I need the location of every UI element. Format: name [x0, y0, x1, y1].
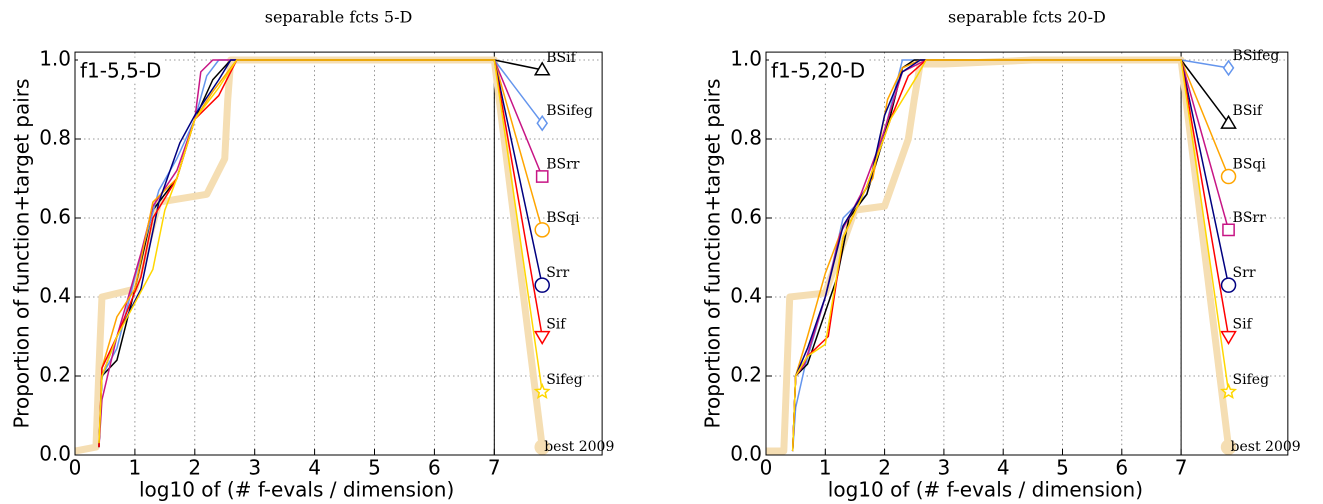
series-label: Sifeg — [1233, 372, 1270, 388]
y-tick-label: 0.2 — [730, 363, 762, 387]
chart-title: separable fcts 5-D — [265, 8, 413, 27]
series-label: BSif — [546, 50, 577, 66]
series-label: BSifeg — [1233, 48, 1280, 64]
series-marker — [533, 330, 551, 345]
x-tick-label: 6 — [428, 456, 441, 480]
series-line — [791, 59, 1230, 452]
series-marker — [534, 439, 550, 455]
x-tick-label: 7 — [488, 456, 501, 480]
y-tick-label: 1.0 — [730, 47, 762, 71]
x-tick-label: 4 — [308, 456, 321, 480]
series-marker — [533, 382, 551, 400]
series-marker — [1220, 382, 1238, 400]
series-label: Sif — [546, 317, 567, 333]
y-tick-label: 0.8 — [39, 126, 71, 150]
plot: 0 1 2 3 4 5 6 7 0.0 0.2 0.4 0.6 0.8 1.0 best 2009 BSife… — [701, 8, 1301, 502]
series-label: best 2009 — [544, 439, 614, 455]
series-label: Sifeg — [546, 372, 583, 388]
series-marker — [1220, 330, 1237, 345]
series-label: Srr — [546, 265, 569, 281]
series-marker — [533, 61, 551, 76]
y-tick-label: 0.0 — [39, 442, 71, 466]
plot: 0 1 2 3 4 5 6 7 0.0 0.2 0.4 0.6 0.8 1.0 best 2009 BSif B… — [10, 8, 615, 502]
x-tick-label: 1 — [819, 456, 832, 480]
axes-frame — [765, 51, 1289, 456]
series-label: BSif — [1233, 103, 1264, 119]
chart-title: separable fcts 20-D — [948, 8, 1106, 27]
series-marker — [535, 170, 549, 183]
annotation-box — [78, 57, 164, 84]
x-tick-label: 6 — [1115, 456, 1128, 480]
x-tick-label: 3 — [938, 456, 951, 480]
series-label: Sif — [1233, 317, 1254, 333]
x-tick-label: 0 — [760, 456, 773, 480]
x-axis-label: log10 of (# f-evals / dimension) — [139, 478, 454, 502]
x-tick-label: 2 — [878, 456, 891, 480]
y-tick-label: 1.0 — [39, 47, 71, 71]
y-tick-label: 0.0 — [730, 442, 762, 466]
series-marker — [1220, 168, 1237, 185]
y-tick-label: 0.6 — [730, 205, 762, 229]
x-tick-label: 1 — [129, 456, 142, 480]
x-tick-label: 2 — [188, 456, 201, 480]
series-line — [98, 59, 543, 444]
series-label: BSifeg — [546, 103, 593, 119]
x-tick-label: 0 — [69, 456, 82, 480]
annotation: f1-5,20-D — [771, 59, 865, 83]
y-tick-label: 0.4 — [39, 284, 71, 308]
annotation: f1-5,5-D — [80, 59, 161, 83]
series-marker — [1222, 59, 1235, 77]
series-label: BSrr — [1233, 210, 1267, 226]
x-tick-label: 7 — [1175, 456, 1188, 480]
series-marker — [536, 114, 549, 132]
x-tick-label: 3 — [248, 456, 261, 480]
series-marker — [534, 277, 550, 293]
series-label: BSrr — [546, 157, 580, 173]
series-marker — [1220, 114, 1237, 129]
x-tick-label: 5 — [368, 456, 381, 480]
y-axis-label: Proportion of function+target pairs — [10, 79, 34, 429]
annotation-box — [769, 57, 868, 84]
x-tick-label: 4 — [997, 456, 1010, 480]
y-tick-label: 0.8 — [730, 126, 762, 150]
series-marker — [1220, 439, 1237, 455]
x-tick-label: 5 — [1056, 456, 1069, 480]
series-marker — [534, 222, 550, 238]
plot-area — [766, 52, 1288, 455]
y-axis-label: Proportion of function+target pairs — [701, 79, 725, 429]
plot-area — [75, 52, 603, 455]
y-tick-label: 0.2 — [39, 363, 71, 387]
series-label: BSqi — [546, 210, 580, 226]
y-tick-label: 0.4 — [730, 284, 762, 308]
axes-frame — [74, 51, 603, 456]
y-tick-label: 0.6 — [39, 205, 71, 229]
series-marker — [1222, 223, 1235, 237]
x-axis-label: log10 of (# f-evals / dimension) — [828, 478, 1143, 502]
series-marker — [1220, 277, 1237, 293]
series-label: best 2009 — [1231, 439, 1301, 455]
series-label: BSqi — [1233, 157, 1267, 173]
series-label: Srr — [1233, 265, 1256, 281]
